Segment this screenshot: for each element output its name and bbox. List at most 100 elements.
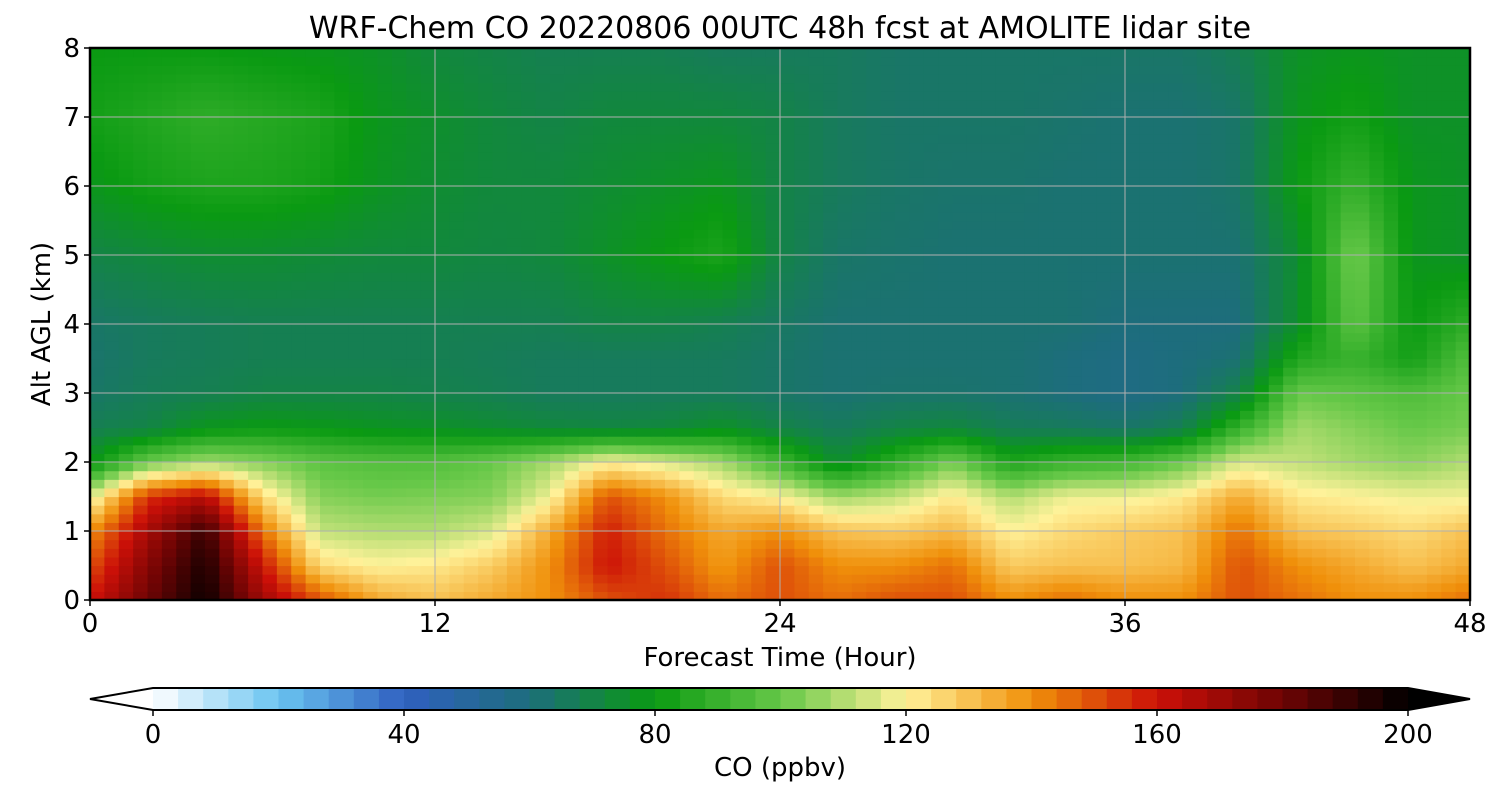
heatmap-cell xyxy=(1297,160,1313,170)
heatmap-cell xyxy=(1412,168,1428,178)
heatmap-cell xyxy=(205,418,220,429)
heatmap-cell xyxy=(1081,177,1097,187)
heatmap-cell xyxy=(133,574,149,584)
heatmap-cell xyxy=(435,401,450,411)
heatmap-cell xyxy=(636,341,652,351)
heatmap-cell xyxy=(363,582,379,592)
heatmap-cell xyxy=(291,220,307,230)
heatmap-cell xyxy=(736,203,752,213)
heatmap-cell xyxy=(995,203,1011,213)
heatmap-cell xyxy=(1311,349,1327,360)
heatmap-cell xyxy=(133,401,149,411)
heatmap-cell xyxy=(320,306,335,316)
heatmap-cell xyxy=(851,582,867,592)
heatmap-cell xyxy=(765,194,781,204)
heatmap-cell xyxy=(391,531,407,541)
heatmap-cell xyxy=(1125,401,1140,411)
heatmap-cell xyxy=(248,306,264,316)
heatmap-cell xyxy=(305,298,321,308)
heatmap-cell xyxy=(837,306,853,316)
heatmap-cell xyxy=(1139,427,1155,437)
heatmap-cell xyxy=(1441,444,1457,454)
heatmap-cell xyxy=(161,444,177,454)
heatmap-cell xyxy=(1010,522,1025,532)
heatmap-cell xyxy=(492,194,508,204)
heatmap-cell xyxy=(1139,531,1155,541)
heatmap-cell xyxy=(621,531,637,541)
heatmap-cell xyxy=(506,203,522,213)
heatmap-cell xyxy=(1283,522,1299,532)
heatmap-cell xyxy=(895,548,910,558)
heatmap-cell xyxy=(334,522,350,532)
heatmap-cell xyxy=(1168,375,1184,385)
heatmap-cell xyxy=(550,194,565,204)
heatmap-cell xyxy=(1297,237,1313,247)
heatmap-cell xyxy=(966,332,982,342)
heatmap-cell xyxy=(1326,237,1342,247)
heatmap-cell xyxy=(794,177,810,187)
heatmap-cell xyxy=(794,358,810,368)
heatmap-cell xyxy=(1110,479,1126,489)
heatmap-cell xyxy=(1168,186,1184,196)
heatmap-cell xyxy=(550,436,565,446)
heatmap-cell xyxy=(564,574,580,584)
heatmap-cell xyxy=(377,531,393,541)
heatmap-cell xyxy=(463,393,479,403)
heatmap-cell xyxy=(133,522,149,532)
heatmap-cell xyxy=(1182,160,1198,170)
heatmap-cell xyxy=(1067,505,1083,515)
heatmap-cell xyxy=(1110,556,1126,567)
heatmap-cell xyxy=(751,332,767,342)
heatmap-cell xyxy=(492,220,508,230)
heatmap-cell xyxy=(650,349,666,360)
heatmap-cell xyxy=(679,479,695,489)
heatmap-cell xyxy=(1412,522,1428,532)
heatmap-cell xyxy=(765,539,781,549)
heatmap-cell xyxy=(751,203,767,213)
heatmap-cell xyxy=(995,522,1011,532)
heatmap-cell xyxy=(118,263,134,273)
heatmap-cell xyxy=(1254,393,1270,403)
heatmap-cell xyxy=(118,229,134,239)
heatmap-cell xyxy=(1081,375,1097,385)
heatmap-cell xyxy=(1225,332,1241,342)
heatmap-cell xyxy=(535,462,551,472)
heatmap-cell xyxy=(981,470,997,480)
heatmap-cell xyxy=(866,418,882,429)
heatmap-cell xyxy=(147,367,163,377)
heatmap-cell xyxy=(564,453,580,463)
heatmap-cell xyxy=(1067,548,1083,558)
heatmap-cell xyxy=(1081,298,1097,308)
heatmap-cell xyxy=(248,203,264,213)
heatmap-cell xyxy=(276,315,292,325)
heatmap-cell xyxy=(621,462,637,472)
heatmap-cell xyxy=(161,548,177,558)
heatmap-cell xyxy=(435,211,450,222)
heatmap-cell xyxy=(751,306,767,316)
heatmap-cell xyxy=(578,591,594,601)
heatmap-cell xyxy=(593,324,609,334)
heatmap-cell xyxy=(593,591,609,601)
heatmap-cell xyxy=(334,272,350,282)
heatmap-cell xyxy=(578,444,594,454)
heatmap-cell xyxy=(406,462,422,472)
heatmap-cell xyxy=(981,272,997,282)
heatmap-cell xyxy=(291,203,307,213)
heatmap-cell xyxy=(564,306,580,316)
heatmap-cell xyxy=(938,531,954,541)
heatmap-cell xyxy=(780,591,795,601)
heatmap-cell xyxy=(880,315,896,325)
heatmap-cell xyxy=(995,237,1011,247)
heatmap-cell xyxy=(765,574,781,584)
heatmap-cell xyxy=(966,358,982,368)
heatmap-cell xyxy=(866,280,882,291)
heatmap-cell xyxy=(1110,487,1126,498)
heatmap-cell xyxy=(1326,289,1342,299)
heatmap-cell xyxy=(981,496,997,506)
heatmap-cell xyxy=(320,591,335,601)
heatmap-cell xyxy=(276,496,292,506)
heatmap-cell xyxy=(751,211,767,222)
heatmap-cell xyxy=(435,479,450,489)
heatmap-cell xyxy=(837,591,853,601)
heatmap-cell xyxy=(1081,393,1097,403)
